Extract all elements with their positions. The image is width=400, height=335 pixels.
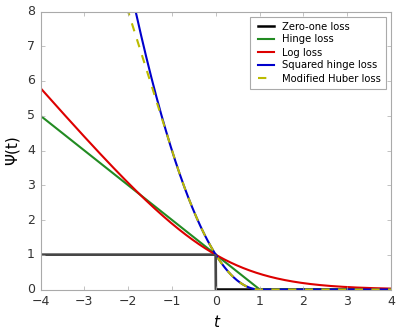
Modified Huber loss (185, 194, 190, 198)
Zero-one loss (293, 287, 298, 291)
Squared hinge loss (389, 287, 394, 291)
Log loss (185, 234, 190, 238)
Modified Huber loss (205, 238, 210, 242)
Hinge loss (378, 287, 383, 291)
Squared hinge loss (38, 9, 43, 13)
X-axis label: t: t (213, 315, 219, 330)
Y-axis label: Ψ(t): Ψ(t) (5, 136, 20, 165)
Hinge loss (389, 287, 394, 291)
Log loss (205, 248, 210, 252)
Log loss (293, 280, 298, 284)
Modified Huber loss (257, 287, 262, 291)
Hinge loss (185, 230, 190, 234)
Modified Huber loss (293, 287, 298, 291)
Hinge loss (205, 246, 210, 250)
Log loss (38, 86, 43, 90)
Squared hinge loss (205, 238, 210, 242)
Modified Huber loss (188, 201, 193, 205)
Log loss (188, 236, 193, 240)
Zero-one loss (185, 253, 190, 257)
Zero-one loss (188, 253, 193, 257)
Line: Squared hinge loss: Squared hinge loss (40, 11, 391, 289)
Zero-one loss (205, 253, 210, 257)
Zero-one loss (214, 287, 218, 291)
Modified Huber loss (378, 287, 383, 291)
Squared hinge loss (188, 201, 193, 205)
Squared hinge loss (185, 194, 190, 198)
Hinge loss (257, 287, 262, 291)
Hinge loss (293, 287, 298, 291)
Zero-one loss (378, 287, 383, 291)
Squared hinge loss (378, 287, 383, 291)
Line: Modified Huber loss: Modified Huber loss (40, 11, 391, 289)
Line: Zero-one loss: Zero-one loss (40, 255, 391, 289)
Hinge loss (360, 287, 365, 291)
Line: Hinge loss: Hinge loss (40, 116, 391, 289)
Log loss (378, 286, 383, 290)
Modified Huber loss (389, 287, 394, 291)
Modified Huber loss (360, 287, 365, 291)
Legend: Zero-one loss, Hinge loss, Log loss, Squared hinge loss, Modified Huber loss: Zero-one loss, Hinge loss, Log loss, Squ… (250, 16, 386, 88)
Hinge loss (188, 233, 193, 237)
Hinge loss (38, 114, 43, 118)
Squared hinge loss (360, 287, 365, 291)
Squared hinge loss (293, 287, 298, 291)
Zero-one loss (38, 253, 43, 257)
Zero-one loss (389, 287, 394, 291)
Modified Huber loss (38, 9, 43, 13)
Squared hinge loss (257, 287, 262, 291)
Log loss (360, 286, 365, 290)
Zero-one loss (360, 287, 365, 291)
Log loss (389, 286, 394, 290)
Line: Log loss: Log loss (40, 88, 391, 288)
